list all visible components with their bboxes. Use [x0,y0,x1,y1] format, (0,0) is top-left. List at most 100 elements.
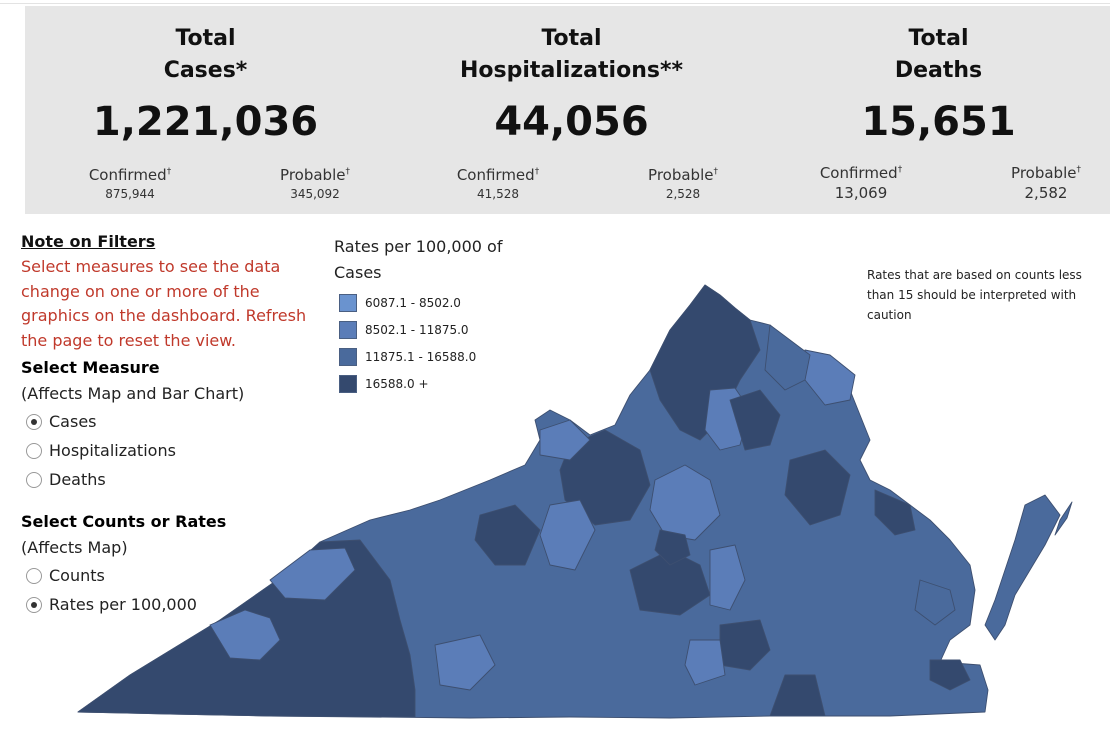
county-region [649,464,721,541]
radio-label: Rates per 100,000 [49,595,197,614]
legend-label: 16588.0 + [365,376,429,391]
radio-counts[interactable]: Counts [21,561,321,590]
dagger-mark: † [897,165,903,175]
deaths-card: Total Deaths 15,651 Confirmed† 13,069 Pr… [758,6,1110,214]
legend-swatch [339,293,357,312]
select-counts-subtitle: (Affects Map) [21,538,128,557]
radio-unselected-icon[interactable] [26,567,42,584]
deaths-title-line1: Total [908,26,969,51]
deaths-probable-value: 2,582 [1024,184,1068,202]
cases-title: Total Cases* [25,23,386,87]
county-region [709,544,746,611]
deaths-confirmed: Confirmed† 13,069 [781,164,941,202]
hospitalizations-confirmed-label: Confirmed [456,166,535,184]
county-region [654,529,691,566]
deaths-confirmed-label: Confirmed [819,164,898,182]
county-region [914,579,956,626]
legend-label: 6087.1 - 8502.0 [365,295,461,310]
measure-radio-group: Cases Hospitalizations Deaths [21,407,321,494]
radio-deaths[interactable]: Deaths [21,465,321,494]
select-counts-title: Select Counts or Rates [21,512,227,531]
cases-title-line1: Total [175,26,236,51]
county-region [474,504,541,566]
hospitalizations-total: 44,056 [494,99,649,145]
legend-swatch [339,320,357,339]
county-region [1054,501,1073,536]
legend-label: 11875.1 - 16588.0 [365,349,477,364]
dagger-mark: † [713,167,718,177]
cases-card: Total Cases* 1,221,036 Confirmed† 875,94… [25,6,386,214]
hospitalizations-confirmed-value: 41,528 [477,187,519,201]
top-divider [0,3,1110,4]
county-region [684,639,726,686]
legend-item[interactable]: 6087.1 - 8502.0 [334,289,534,316]
legend-label: 8502.1 - 11875.0 [365,322,469,337]
county-region [769,674,826,717]
select-measure-title: Select Measure [21,358,160,377]
deaths-confirmed-value: 13,069 [834,184,888,202]
deaths-title: Total Deaths [758,23,1110,87]
county-region [539,499,596,571]
virginia-choropleth-map[interactable] [70,280,1080,725]
county-region [559,429,651,526]
county-region [209,609,281,661]
deaths-probable: Probable† 2,582 [966,164,1110,202]
cases-total: 1,221,036 [92,99,319,145]
county-region [269,547,356,601]
county-region [874,489,916,536]
cases-probable-label: Probable [280,166,346,184]
radio-unselected-icon[interactable] [26,471,42,488]
radio-cases[interactable]: Cases [21,407,321,436]
caution-note: Rates that are based on counts less than… [867,268,1082,322]
radio-label: Hospitalizations [49,441,176,460]
county-region [984,494,1061,641]
legend-item[interactable]: 11875.1 - 16588.0 [334,343,534,370]
county-region [764,324,811,391]
dagger-mark: † [166,167,172,177]
radio-label: Deaths [49,470,106,489]
radio-label: Cases [49,412,97,431]
cases-probable: Probable† 345,092 [235,166,395,201]
cases-confirmed-value: 875,944 [105,187,155,201]
county-regions [77,284,1073,719]
select-measure-subtitle: (Affects Map and Bar Chart) [21,384,245,403]
county-region [434,634,496,691]
filters-panel: Note on Filters Select measures to see t… [21,232,321,619]
radio-unselected-icon[interactable] [26,442,42,459]
dagger-mark: † [1076,165,1081,175]
counts-radio-group: Counts Rates per 100,000 [21,561,321,619]
county-region [539,419,591,461]
cases-confirmed: Confirmed† 875,944 [50,166,210,201]
hospitalizations-probable-label: Probable [648,166,714,184]
deaths-probable-label: Probable [1011,164,1077,182]
radio-selected-icon[interactable] [26,413,42,430]
hospitalizations-title: Total Hospitalizations** [391,23,752,87]
summary-panel: Total Cases* 1,221,036 Confirmed† 875,94… [25,6,1110,214]
hospitalizations-card: Total Hospitalizations** 44,056 Confirme… [391,6,752,214]
hospitalizations-title-line2: Hospitalizations** [460,58,683,83]
legend-swatch [339,374,357,393]
deaths-total: 15,651 [861,99,1016,145]
note-on-filters-title: Note on Filters [21,232,156,251]
legend-swatch [339,347,357,366]
radio-rates[interactable]: Rates per 100,000 [21,590,321,619]
hospitalizations-title-line1: Total [541,26,602,51]
dagger-mark: † [345,167,350,177]
legend-item[interactable]: 16588.0 + [334,370,534,397]
dagger-mark: † [534,167,540,177]
county-region [729,389,781,451]
cases-probable-value: 345,092 [290,187,340,201]
radio-label: Counts [49,566,105,585]
hospitalizations-probable: Probable† 2,528 [603,166,763,201]
hospitalizations-probable-value: 2,528 [665,187,701,201]
deaths-title-line2: Deaths [894,58,983,83]
legend-title: Rates per 100,000 of Cases [334,237,503,282]
cases-title-line2: Cases* [163,58,248,83]
cases-confirmed-label: Confirmed [88,166,167,184]
legend-item[interactable]: 8502.1 - 11875.0 [334,316,534,343]
county-region [929,659,971,691]
map-legend: Rates per 100,000 of Cases 6087.1 - 8502… [334,234,534,397]
note-on-filters-text: Select measures to see the data change o… [21,257,307,350]
radio-selected-icon[interactable] [26,596,42,613]
radio-hospitalizations[interactable]: Hospitalizations [21,436,321,465]
